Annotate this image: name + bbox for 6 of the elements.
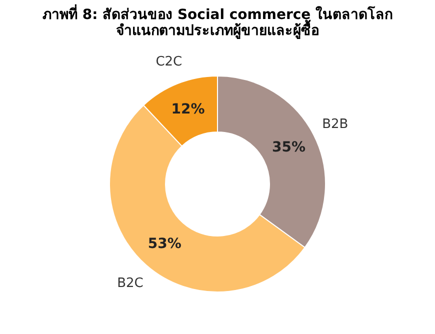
data-label: 53% [148,236,182,252]
data-label: 35% [272,140,306,156]
data-label: 12% [171,102,205,118]
slice-label: B2B [322,117,348,132]
slice-label: B2C [117,276,144,292]
slice-label: C2C [156,54,182,70]
